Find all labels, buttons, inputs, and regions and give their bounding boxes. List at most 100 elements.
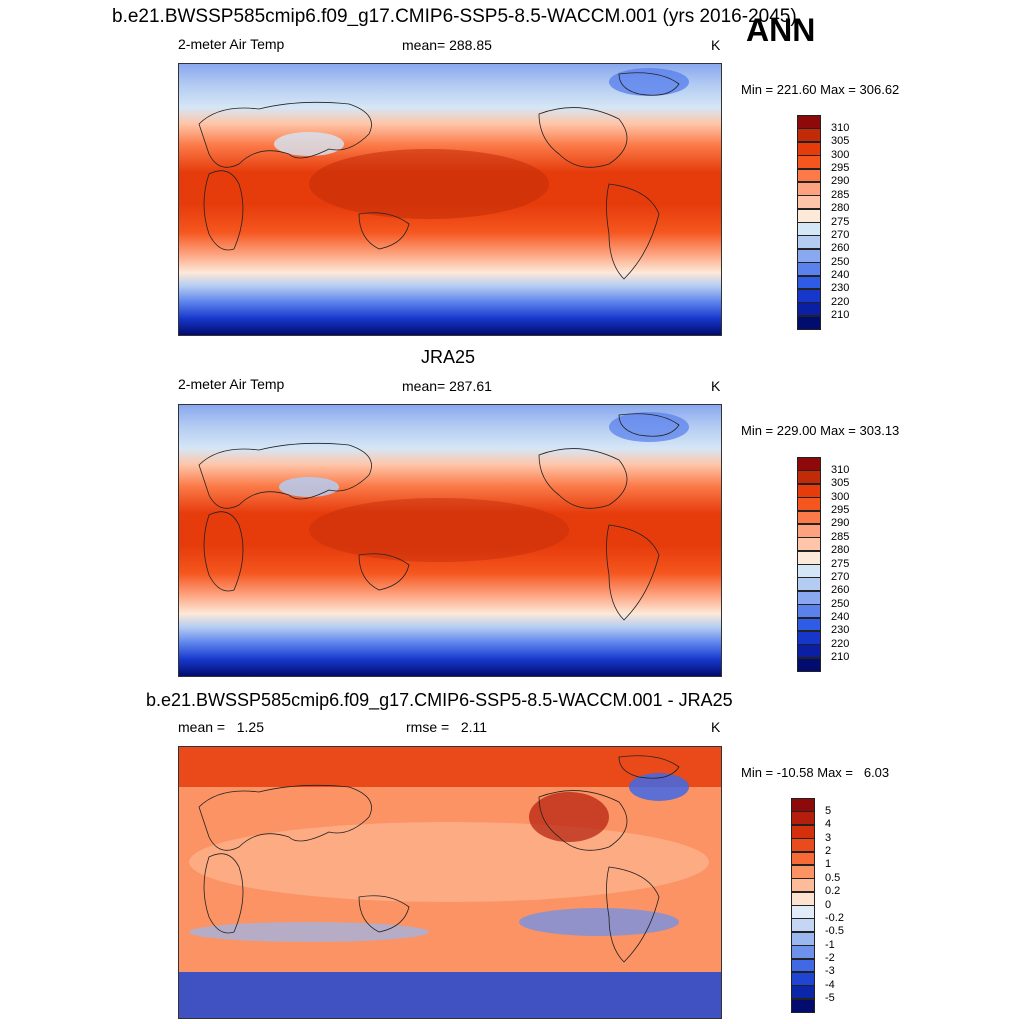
panel1-minmax: Min = 221.60 Max = 306.62 bbox=[741, 82, 900, 97]
colorbar-swatch bbox=[791, 971, 815, 986]
colorbar-tick-label: 240 bbox=[831, 611, 850, 623]
colorbar-tick-label: 300 bbox=[831, 490, 850, 503]
panel2-left-label: 2-meter Air Temp bbox=[178, 376, 285, 392]
colorbar-tick-label: 0 bbox=[825, 898, 832, 911]
colorbar-swatch bbox=[797, 510, 821, 525]
colorbar-tick-label: 220 bbox=[831, 295, 850, 308]
colorbar-swatch bbox=[797, 630, 821, 645]
colorbar-tick-label: 270 bbox=[831, 228, 850, 241]
panel3-rmse-label: rmse = 2.11 bbox=[406, 719, 488, 735]
colorbar-swatch bbox=[797, 128, 821, 143]
colorbar-swatch bbox=[797, 470, 821, 485]
colorbar-tick-label: 0.5 bbox=[825, 871, 841, 884]
colorbar-tick-label: 250 bbox=[831, 597, 850, 610]
colorbar-swatch bbox=[791, 878, 815, 893]
colorbar-tick-label: 5 bbox=[825, 804, 832, 817]
colorbar-swatch bbox=[797, 604, 821, 618]
colorbar-swatch bbox=[797, 262, 821, 276]
panel1-map bbox=[178, 63, 722, 336]
colorbar-swatch bbox=[797, 168, 821, 183]
colorbar-tick-label: 210 bbox=[831, 651, 850, 664]
colorbar-swatch bbox=[797, 275, 821, 290]
colorbar-tick-label: -3 bbox=[825, 965, 835, 978]
colorbar-tick-label: -4 bbox=[825, 978, 835, 991]
colorbar-swatch bbox=[797, 657, 821, 672]
panel3-greenland-cool bbox=[629, 773, 689, 801]
panel3-units: K bbox=[711, 719, 721, 735]
colorbar-tick-label: 290 bbox=[831, 517, 850, 530]
colorbar-swatch bbox=[797, 577, 821, 592]
colorbar-tick-label: 275 bbox=[831, 557, 850, 570]
colorbar-tick-label: -0.5 bbox=[825, 925, 844, 938]
panel2-mean-label: mean= 287.61 bbox=[402, 378, 492, 394]
colorbar-tick-label: 230 bbox=[831, 624, 850, 637]
panel1-units: K bbox=[711, 37, 721, 53]
colorbar-swatch bbox=[797, 590, 821, 605]
panel2-warm-pool bbox=[309, 498, 569, 562]
colorbar-swatch bbox=[797, 457, 821, 471]
panel3-mean-label: mean = 1.25 bbox=[178, 719, 265, 735]
colorbar-swatch bbox=[797, 564, 821, 578]
colorbar-tick-label: 260 bbox=[831, 242, 850, 255]
colorbar-tick-label: 285 bbox=[831, 188, 850, 201]
panel1-left-label: 2-meter Air Temp bbox=[178, 36, 285, 52]
colorbar-swatch bbox=[797, 155, 821, 169]
panel3-southern-cool-1 bbox=[519, 908, 679, 936]
panel3-tropics bbox=[189, 822, 709, 902]
colorbar-tick-label: -0.2 bbox=[825, 911, 844, 924]
colorbar-swatch bbox=[797, 222, 821, 236]
colorbar-tick-label: 260 bbox=[831, 584, 850, 597]
colorbar-tick-label: 300 bbox=[831, 148, 850, 161]
panel2-colorbar: 310 305 300 295 290 285 280 275 270 260 250 240 230 2… bbox=[797, 457, 857, 672]
colorbar-swatch bbox=[797, 483, 821, 498]
panel3-colorbar: 5 4 3 2 1 0.5 0.2 0 -0.2 -0.5 -1 -2 -3 -4 -5 bbox=[791, 798, 851, 1013]
colorbar-swatch bbox=[797, 208, 821, 223]
colorbar-tick-label: -2 bbox=[825, 952, 835, 964]
colorbar-tick-label: 280 bbox=[831, 202, 850, 215]
panel1-coastlines bbox=[198, 72, 680, 280]
panel1-colorbar: 310 305 300 295 290 285 280 275 270 260 250 240 230 2… bbox=[797, 115, 857, 330]
panel1-title: b.e21.BWSSP585cmip6.f09_g17.CMIP6-SSP5-8… bbox=[112, 6, 797, 27]
colorbar-swatch bbox=[791, 931, 815, 946]
colorbar-tick-label: 1 bbox=[825, 858, 832, 871]
colorbar-tick-label: 305 bbox=[831, 477, 850, 490]
colorbar-swatch bbox=[797, 235, 821, 250]
colorbar-swatch bbox=[797, 644, 821, 659]
colorbar-tick-label: 285 bbox=[831, 530, 850, 543]
colorbar-swatch bbox=[797, 248, 821, 263]
colorbar-swatch bbox=[797, 315, 821, 330]
colorbar-tick-label: 250 bbox=[831, 255, 850, 268]
panel1-greenland-cold bbox=[609, 68, 689, 96]
colorbar-swatch bbox=[791, 851, 815, 866]
colorbar-swatch bbox=[791, 958, 815, 973]
colorbar-tick-label: 4 bbox=[825, 818, 832, 831]
colorbar-tick-label: 230 bbox=[831, 282, 850, 295]
colorbar-swatch bbox=[797, 141, 821, 156]
colorbar-tick-label: 270 bbox=[831, 570, 850, 583]
colorbar-swatch bbox=[791, 945, 815, 959]
colorbar-swatch bbox=[791, 905, 815, 919]
panel3-map bbox=[178, 746, 722, 1019]
colorbar-tick-label: 2 bbox=[825, 845, 832, 857]
colorbar-tick-label: 280 bbox=[831, 544, 850, 557]
colorbar-tick-label: 290 bbox=[831, 175, 850, 188]
colorbar-tick-label: -1 bbox=[825, 938, 835, 951]
panel3-coastlines bbox=[198, 755, 680, 963]
season-label: ANN bbox=[746, 12, 816, 48]
colorbar-tick-label: 310 bbox=[831, 121, 850, 134]
panel2-minmax: Min = 229.00 Max = 303.13 bbox=[741, 423, 900, 438]
panel3-namerica-warm bbox=[529, 792, 609, 842]
colorbar-swatch bbox=[791, 918, 815, 933]
colorbar-swatch bbox=[791, 864, 815, 879]
colorbar-tick-label: 210 bbox=[831, 309, 850, 322]
colorbar-swatch bbox=[797, 537, 821, 552]
panel2-tibet-cold bbox=[279, 477, 339, 497]
colorbar-tick-label: 310 bbox=[831, 463, 850, 476]
panel1-warm-pool bbox=[309, 149, 549, 219]
panel2-title: JRA25 bbox=[421, 347, 476, 367]
colorbar-swatch bbox=[797, 288, 821, 303]
panel3-title: b.e21.BWSSP585cmip6.f09_g17.CMIP6-SSP5-8… bbox=[146, 690, 733, 710]
colorbar-swatch bbox=[797, 195, 821, 210]
panel3-arctic-warm bbox=[179, 747, 721, 787]
colorbar-tick-label: -5 bbox=[825, 992, 835, 1005]
